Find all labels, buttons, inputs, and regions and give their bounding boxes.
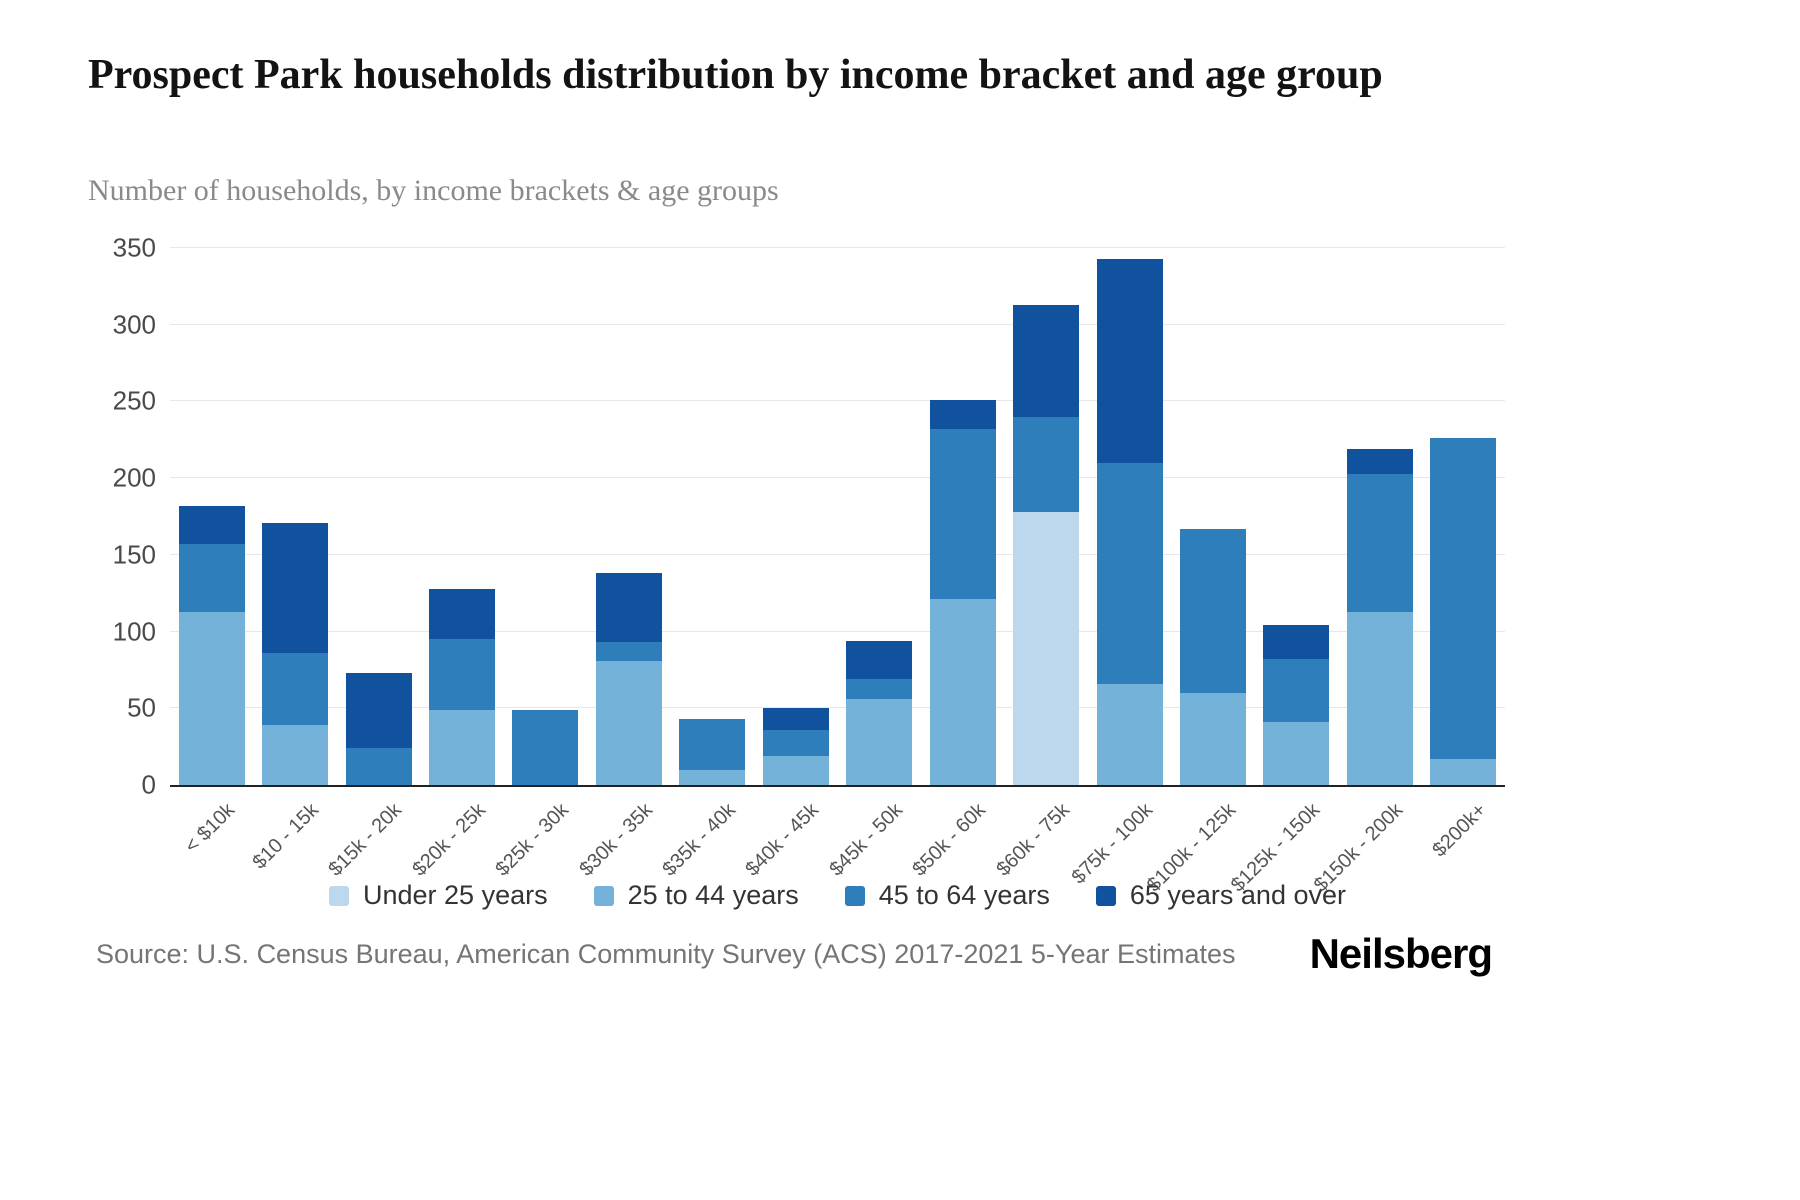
bar-segment (929, 429, 996, 600)
x-tick-label: $60k - 75k (992, 799, 1074, 881)
bar-segment (1346, 473, 1413, 612)
legend-item: 65 years and over (1095, 880, 1346, 911)
legend-label: 25 to 44 years (627, 880, 799, 910)
bar-segment (1096, 683, 1163, 785)
gridline (170, 247, 1505, 248)
plot-area (170, 247, 1505, 787)
bar-segment (429, 639, 496, 710)
x-tick-label: $40k - 45k (741, 799, 824, 881)
bar-segment (1263, 722, 1330, 785)
bar-segment (1013, 511, 1080, 785)
bar-segment (1263, 625, 1330, 660)
bar-segment (595, 573, 662, 643)
bar-segment (1096, 258, 1163, 463)
x-tick-label: $50k - 60k (908, 799, 991, 881)
legend-swatch (844, 885, 865, 906)
x-tick-label: $30k - 35k (574, 799, 657, 881)
x-tick-label: $10 - 15k (248, 799, 323, 874)
x-tick-label: $25k - 30k (491, 799, 574, 881)
bar-segment (846, 679, 913, 700)
bar-segment (1346, 611, 1413, 785)
gridline (170, 707, 1505, 709)
x-tick-label: $200k+ (1428, 799, 1491, 862)
bar-segment (512, 709, 579, 785)
brand-logo: Neilsberg (1309, 930, 1493, 977)
bar-segment (929, 599, 996, 785)
x-tick-label: $45k - 50k (825, 799, 907, 881)
bar-segment (178, 505, 245, 545)
y-tick-label: 200 (112, 462, 156, 493)
bar-segment (679, 719, 746, 770)
bar-segment (429, 709, 496, 785)
legend-item: 25 to 44 years (593, 880, 799, 911)
x-tick-label: $20k - 25k (407, 799, 490, 881)
legend-label: 65 years and over (1129, 880, 1346, 910)
bar-segment (1096, 462, 1163, 684)
bar-segment (1263, 659, 1330, 723)
legend-swatch (329, 885, 349, 906)
gridline (170, 477, 1505, 479)
legend: Under 25 years 25 to 44 years 45 to 64 yea… (170, 880, 1505, 911)
bar-segment (262, 653, 329, 726)
bar-segment (929, 399, 996, 430)
bar-segment (762, 729, 829, 756)
bar-segment (345, 748, 412, 785)
bar-segment (846, 699, 913, 785)
legend-label: 45 to 64 years (878, 880, 1050, 910)
bar-segment (345, 673, 412, 749)
source-text: Source: U.S. Census Bureau, American Com… (96, 938, 1236, 969)
y-tick-label: 0 (141, 769, 156, 800)
bar-segment (762, 755, 829, 785)
y-tick-label: 350 (112, 232, 156, 263)
bar-segment (1179, 528, 1246, 693)
legend-swatch (1095, 885, 1116, 906)
bar-segment (1013, 304, 1080, 417)
y-axis: 0 50 100 150 200 250 300 350 (50, 233, 156, 800)
bar-segment (1430, 758, 1497, 785)
bar-segment (178, 544, 245, 612)
chart-subtitle: Number of households, by income brackets… (88, 174, 779, 207)
bar-segment (595, 660, 662, 785)
legend-swatch (593, 885, 614, 906)
x-tick-label: $35k - 40k (658, 799, 740, 881)
legend-label: Under 25 years (363, 880, 548, 910)
gridline (170, 323, 1505, 325)
bar-segment (762, 708, 829, 730)
bar-segment (595, 642, 662, 661)
gridline (170, 400, 1505, 402)
gridline (170, 630, 1505, 632)
bar-segment (1013, 416, 1080, 512)
x-tick-label: $75k - 100k (1067, 799, 1158, 889)
footer: Source: U.S. Census Bureau, American Com… (96, 930, 1493, 978)
bar-segment (262, 725, 329, 785)
legend-item: Under 25 years (329, 880, 548, 911)
x-tick-label: < $10k (180, 799, 240, 858)
legend-item: 45 to 64 years (844, 880, 1050, 911)
bar-segment (178, 611, 245, 785)
y-tick-label: 300 (112, 309, 156, 340)
y-tick-label: 250 (112, 385, 156, 416)
y-tick-label: 150 (112, 539, 156, 570)
bar-segment (429, 588, 496, 640)
gridline (170, 553, 1505, 555)
bar-segment (262, 522, 329, 654)
bar-segment (1179, 692, 1246, 785)
x-tick-label: $15k - 20k (324, 799, 407, 881)
chart-title: Prospect Park households distribution by… (88, 52, 1383, 98)
y-tick-label: 100 (112, 616, 156, 647)
y-tick-label: 50 (127, 692, 156, 723)
bar-segment (1430, 438, 1497, 759)
bar-segment (1346, 449, 1413, 474)
bar-segment (846, 640, 913, 680)
bar-segment (679, 769, 746, 785)
